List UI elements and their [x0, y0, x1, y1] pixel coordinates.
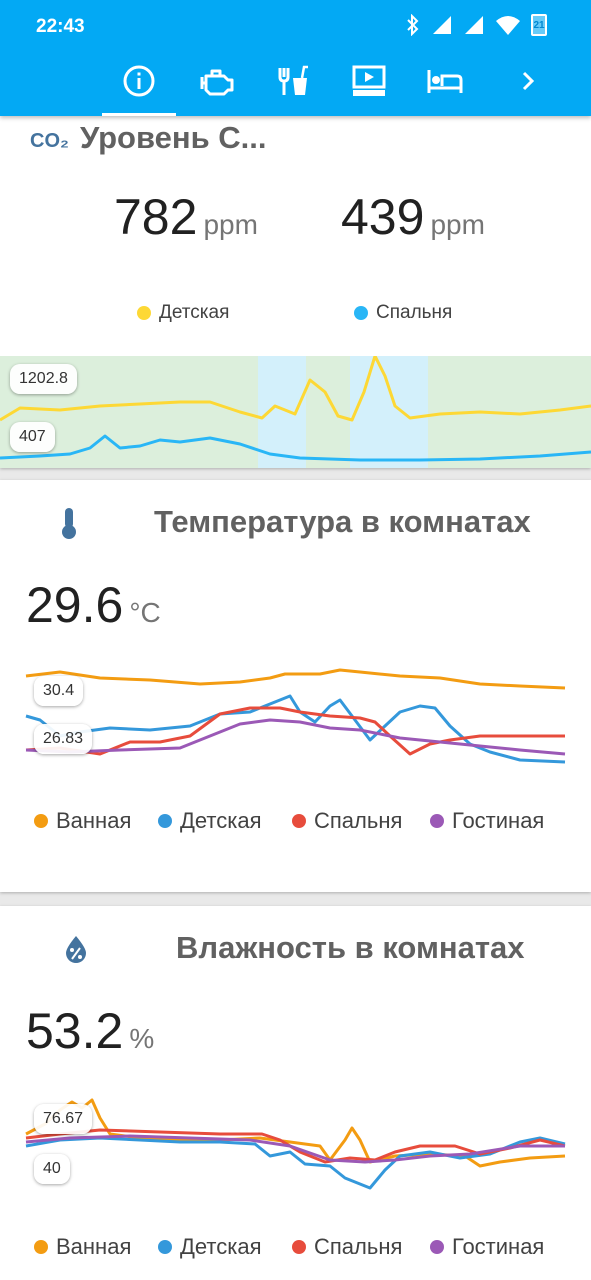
tab-media[interactable] [332, 58, 406, 116]
humidity-value: 53.2% [26, 1003, 155, 1059]
bluetooth-icon [407, 14, 419, 36]
co2-line-spalnya [0, 434, 591, 462]
hum-legend-detskaya: Детская [158, 1234, 262, 1260]
humidity-title: Влажность в комнатах [176, 930, 525, 965]
co2-value-spalnya: 439 ppm [341, 189, 485, 245]
temp-legend-gostinaya: Гостиная [430, 808, 544, 834]
co2-chart-min-label: 407 [10, 422, 55, 452]
temp-line-gostinaya [25, 718, 566, 756]
temperature-title: Температура в комнатах [154, 504, 531, 539]
temp-legend-spalnya: Спальня [292, 808, 402, 834]
temperature-chart-min-label: 26.83 [34, 724, 93, 754]
temp-legend-vannaya: Ванная [34, 808, 131, 834]
tv-icon [352, 65, 386, 96]
temp-line-spalnya [25, 706, 565, 756]
co2-title: Уровень С... [80, 120, 267, 155]
water-percent-icon [66, 936, 86, 963]
hum-line-gostinaya [25, 1134, 565, 1164]
fork-cup-icon [278, 65, 308, 95]
humidity-history-chart [25, 1098, 566, 1190]
temperature-history-chart [25, 668, 566, 764]
thermometer-icon [62, 508, 76, 539]
tab-engine[interactable] [180, 58, 254, 116]
chevron-right-icon [522, 71, 535, 91]
co2-line-detskaya [0, 356, 591, 422]
humidity-chart-max-label: 76.67 [34, 1104, 93, 1134]
tab-kitchen[interactable] [256, 58, 330, 116]
app-header: 22:43 21 [0, 0, 591, 116]
humidity-chart-min-label: 40 [34, 1154, 70, 1184]
tabs-scroll-right[interactable] [506, 58, 552, 116]
engine-icon [200, 69, 234, 96]
status-time: 22:43 [36, 16, 85, 37]
battery-icon: 21 [531, 14, 547, 36]
co2-icon: CO₂ [30, 130, 69, 152]
co2-card[interactable]: CO₂ Уровень С... 782 ppm 439 ppm Детская С… [0, 112, 591, 468]
status-icons: 21 [405, 14, 547, 36]
hum-legend-spalnya: Спальня [292, 1234, 402, 1260]
tab-bedroom[interactable] [408, 58, 482, 116]
co2-history-chart [0, 356, 591, 468]
signal-icon-2 [465, 16, 483, 34]
co2-legend-spalnya: Спальня [354, 302, 452, 324]
hum-legend-gostinaya: Гостиная [430, 1234, 544, 1260]
temperature-card[interactable]: Температура в комнатах 29.6 °C 30.4 26.83… [0, 480, 591, 892]
tab-bar [100, 58, 580, 116]
humidity-card[interactable]: Влажность в комнатах 53.2% 76.67 40 Ванн… [0, 906, 591, 1280]
bed-icon [427, 70, 463, 93]
co2-chart-max-label: 1202.8 [10, 364, 77, 394]
hum-legend-vannaya: Ванная [34, 1234, 131, 1260]
info-icon [123, 65, 155, 97]
temperature-chart-max-label: 30.4 [34, 676, 84, 706]
co2-value-detskaya: 782 ppm [114, 189, 258, 245]
signal-icon [433, 16, 451, 34]
temp-line-vannaya [25, 668, 566, 690]
wifi-icon [496, 16, 520, 35]
temperature-value: 29.6 °C [26, 577, 161, 633]
temp-legend-detskaya: Детская [158, 808, 262, 834]
co2-legend-detskaya: Детская [137, 302, 229, 324]
tab-info[interactable] [102, 58, 176, 116]
hum-line-detskaya [25, 1136, 566, 1190]
